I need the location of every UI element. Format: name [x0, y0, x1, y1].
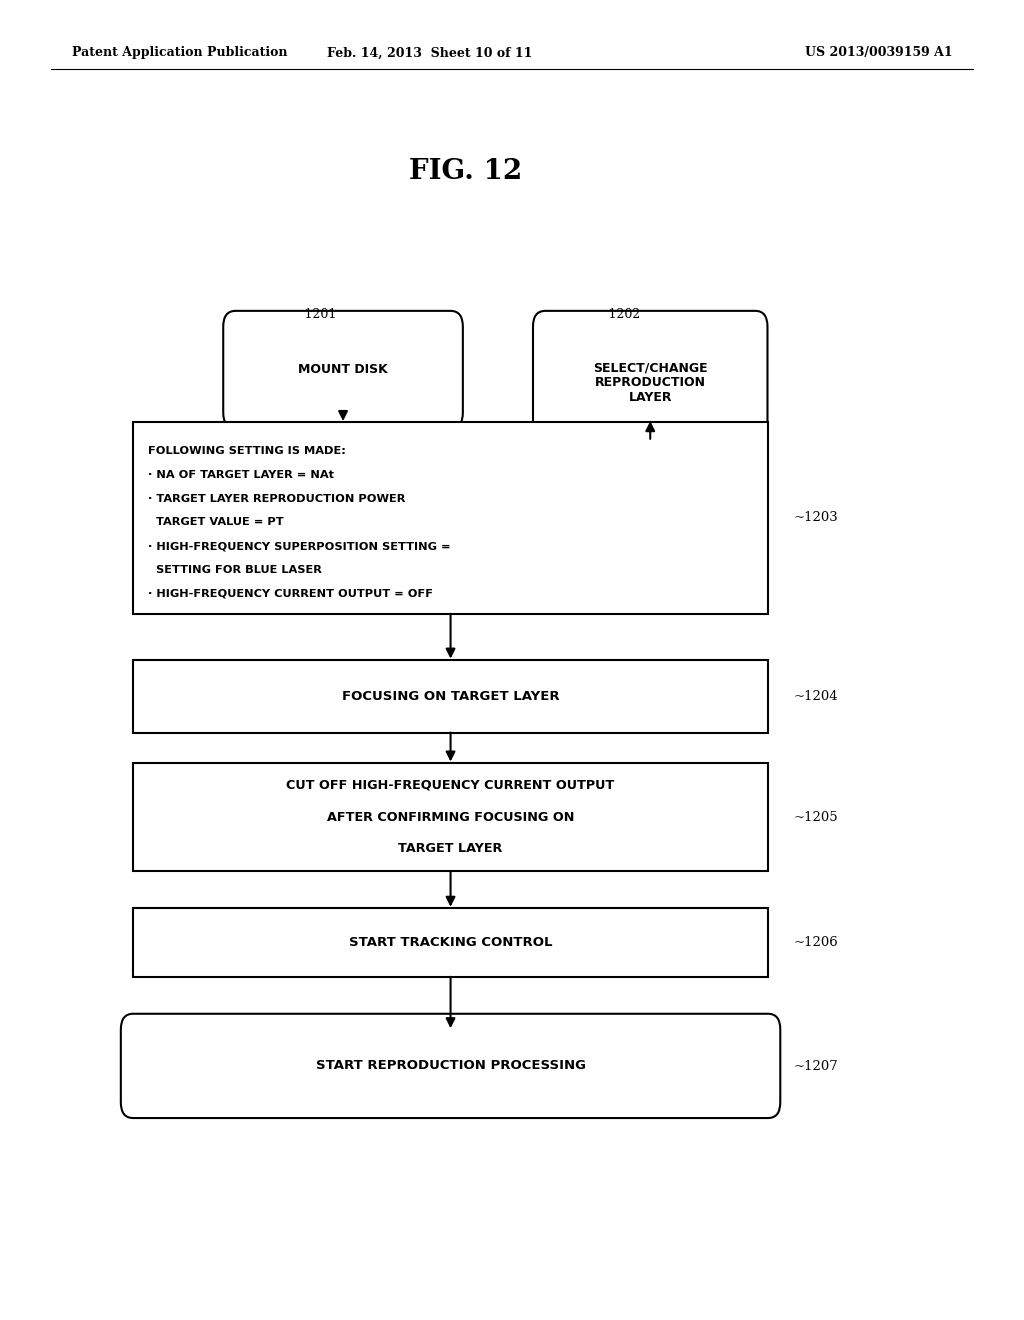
- Text: US 2013/0039159 A1: US 2013/0039159 A1: [805, 46, 952, 59]
- Text: · HIGH-FREQUENCY SUPERPOSITION SETTING =: · HIGH-FREQUENCY SUPERPOSITION SETTING =: [148, 541, 452, 550]
- FancyBboxPatch shape: [133, 422, 768, 614]
- FancyBboxPatch shape: [532, 312, 768, 454]
- FancyBboxPatch shape: [133, 763, 768, 871]
- Text: ~1204: ~1204: [794, 690, 839, 704]
- Text: START REPRODUCTION PROCESSING: START REPRODUCTION PROCESSING: [315, 1060, 586, 1072]
- Text: · HIGH-FREQUENCY CURRENT OUTPUT = OFF: · HIGH-FREQUENCY CURRENT OUTPUT = OFF: [148, 589, 433, 598]
- FancyBboxPatch shape: [133, 660, 768, 733]
- Text: SELECT/CHANGE
REPRODUCTION
LAYER: SELECT/CHANGE REPRODUCTION LAYER: [593, 362, 708, 404]
- Text: TARGET VALUE = PT: TARGET VALUE = PT: [148, 517, 284, 528]
- Text: START TRACKING CONTROL: START TRACKING CONTROL: [349, 936, 552, 949]
- Text: ~1206: ~1206: [794, 936, 839, 949]
- Text: SETTING FOR BLUE LASER: SETTING FOR BLUE LASER: [148, 565, 323, 574]
- FancyBboxPatch shape: [133, 908, 768, 977]
- Text: MOUNT DISK: MOUNT DISK: [298, 363, 388, 376]
- Text: CUT OFF HIGH-FREQUENCY CURRENT OUTPUT: CUT OFF HIGH-FREQUENCY CURRENT OUTPUT: [287, 779, 614, 792]
- Text: · NA OF TARGET LAYER = NAt: · NA OF TARGET LAYER = NAt: [148, 470, 335, 480]
- Text: FOCUSING ON TARGET LAYER: FOCUSING ON TARGET LAYER: [342, 690, 559, 702]
- Text: FIG. 12: FIG. 12: [410, 158, 522, 185]
- Text: · TARGET LAYER REPRODUCTION POWER: · TARGET LAYER REPRODUCTION POWER: [148, 494, 406, 504]
- Text: TARGET LAYER: TARGET LAYER: [398, 842, 503, 855]
- Text: 1201: 1201: [302, 308, 337, 321]
- Text: ~1207: ~1207: [794, 1060, 839, 1073]
- Text: FOLLOWING SETTING IS MADE:: FOLLOWING SETTING IS MADE:: [148, 446, 346, 457]
- FancyBboxPatch shape: [121, 1014, 780, 1118]
- Text: AFTER CONFIRMING FOCUSING ON: AFTER CONFIRMING FOCUSING ON: [327, 810, 574, 824]
- Text: ~1205: ~1205: [794, 810, 839, 824]
- FancyBboxPatch shape: [223, 312, 463, 428]
- Text: ~1203: ~1203: [794, 511, 839, 524]
- Text: Feb. 14, 2013  Sheet 10 of 11: Feb. 14, 2013 Sheet 10 of 11: [328, 46, 532, 59]
- Text: Patent Application Publication: Patent Application Publication: [72, 46, 287, 59]
- Text: 1202: 1202: [606, 308, 640, 321]
